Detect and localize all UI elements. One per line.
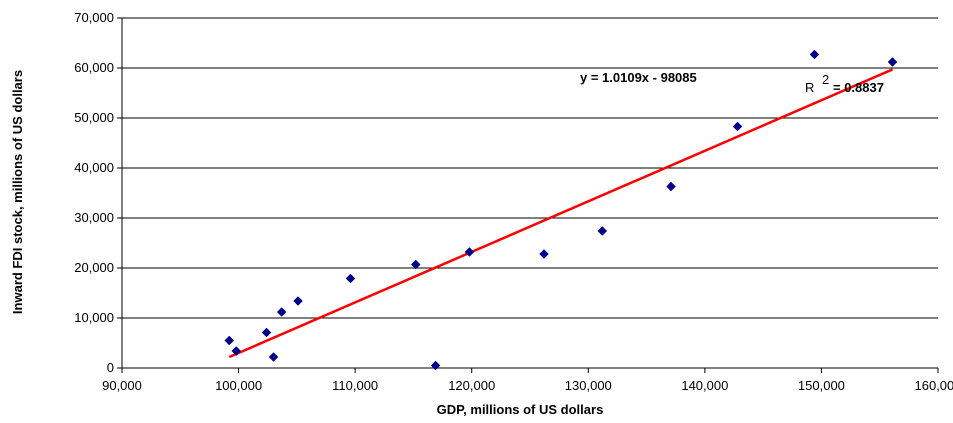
y-tick-label: 50,000 xyxy=(74,110,114,125)
x-tick-label: 120,000 xyxy=(448,378,495,393)
x-tick-labels: 90,000 100,000 110,000 120,000 130,000 140,00… xyxy=(102,378,953,393)
y-tick-label: 60,000 xyxy=(74,60,114,75)
data-point xyxy=(261,327,272,338)
trendline-group xyxy=(228,68,894,359)
data-point xyxy=(410,259,421,270)
data-point xyxy=(276,307,287,317)
x-tick-label: 140,000 xyxy=(681,378,728,393)
y-tick-labels: 0 10,000 20,000 30,000 40,000 50,000 60,000 70,… xyxy=(74,10,114,375)
y-tick-label: 20,000 xyxy=(74,260,114,275)
data-point xyxy=(430,360,441,371)
data-point xyxy=(597,226,608,236)
y-tick-label: 40,000 xyxy=(74,160,114,175)
x-tick-label: 160,000 xyxy=(915,378,953,393)
data-point xyxy=(268,352,279,362)
data-point xyxy=(224,335,235,346)
data-point xyxy=(887,57,898,67)
axes xyxy=(117,17,939,373)
data-point xyxy=(666,181,676,192)
y-tick-label: 10,000 xyxy=(74,310,114,325)
y-axis-title: Inward FDI stock, millions of US dollars xyxy=(10,70,25,314)
x-tick-label: 150,000 xyxy=(798,378,845,393)
data-point xyxy=(231,346,242,356)
data-point xyxy=(464,247,475,257)
r-squared-superscript: 2 xyxy=(822,72,829,87)
trendline-equation: y = 1.0109x - 98085 xyxy=(580,70,697,85)
r-squared-prefix: R xyxy=(805,80,814,95)
x-tick-label: 130,000 xyxy=(565,378,612,393)
x-axis-title: GDP, millions of US dollars xyxy=(437,402,604,417)
y-tick-label: 0 xyxy=(107,360,114,375)
data-point xyxy=(539,249,549,259)
y-tick-label: 70,000 xyxy=(74,10,114,25)
data-points xyxy=(224,49,898,371)
x-tick-label: 100,000 xyxy=(215,378,262,393)
data-point xyxy=(732,121,743,132)
data-point xyxy=(345,273,356,284)
x-tick-label: 90,000 xyxy=(102,378,142,393)
y-tick-label: 30,000 xyxy=(74,210,114,225)
trendline xyxy=(228,68,894,359)
gridlines xyxy=(122,17,938,319)
x-tick-label: 110,000 xyxy=(332,378,378,393)
data-point xyxy=(809,49,820,60)
r-squared-value: = 0.8837 xyxy=(833,80,884,95)
data-point xyxy=(293,296,303,306)
